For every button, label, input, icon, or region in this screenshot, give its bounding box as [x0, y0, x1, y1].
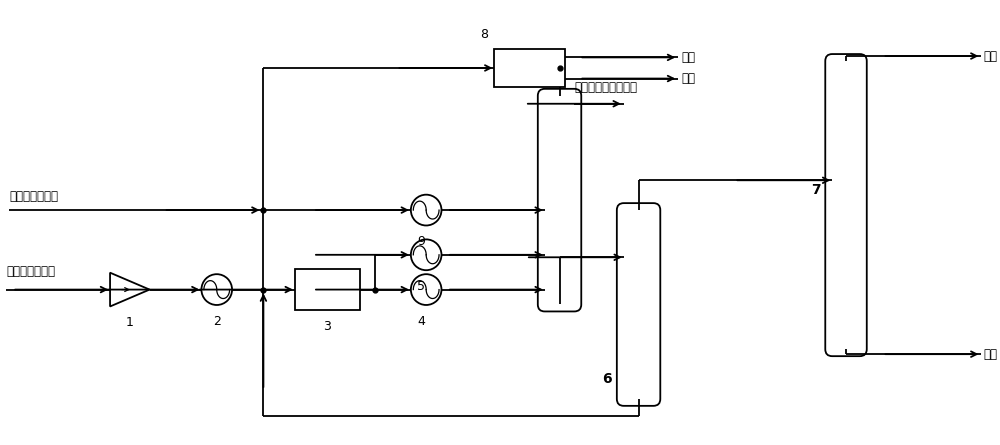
Bar: [494, 49, 565, 87]
Bar: [295, 269, 360, 311]
Text: 4: 4: [417, 315, 425, 328]
Text: 补充新鲜吸收剂: 补充新鲜吸收剂: [9, 190, 58, 203]
Text: 5: 5: [417, 280, 425, 293]
Text: 丙烷: 丙烷: [983, 348, 997, 361]
FancyBboxPatch shape: [538, 89, 581, 312]
FancyBboxPatch shape: [617, 203, 660, 406]
Text: 6: 6: [602, 372, 612, 386]
Text: 2: 2: [213, 315, 221, 328]
Text: 丙烷脱氢反应气: 丙烷脱氢反应气: [6, 265, 55, 278]
Text: 3: 3: [323, 320, 331, 333]
Circle shape: [411, 194, 441, 226]
Text: 甲烷: 甲烷: [681, 72, 695, 85]
FancyBboxPatch shape: [825, 54, 867, 356]
Text: 碳二及以下的轻组分: 碳二及以下的轻组分: [574, 81, 637, 94]
Text: 氢气: 氢气: [681, 51, 695, 64]
Text: 丙烯: 丙烯: [983, 49, 997, 63]
Text: 7: 7: [811, 183, 820, 197]
Text: 9: 9: [417, 235, 425, 248]
Circle shape: [201, 274, 232, 305]
Text: 8: 8: [480, 28, 488, 41]
Polygon shape: [110, 273, 150, 307]
Circle shape: [411, 274, 441, 305]
Text: 1: 1: [126, 316, 134, 329]
Circle shape: [411, 239, 441, 270]
